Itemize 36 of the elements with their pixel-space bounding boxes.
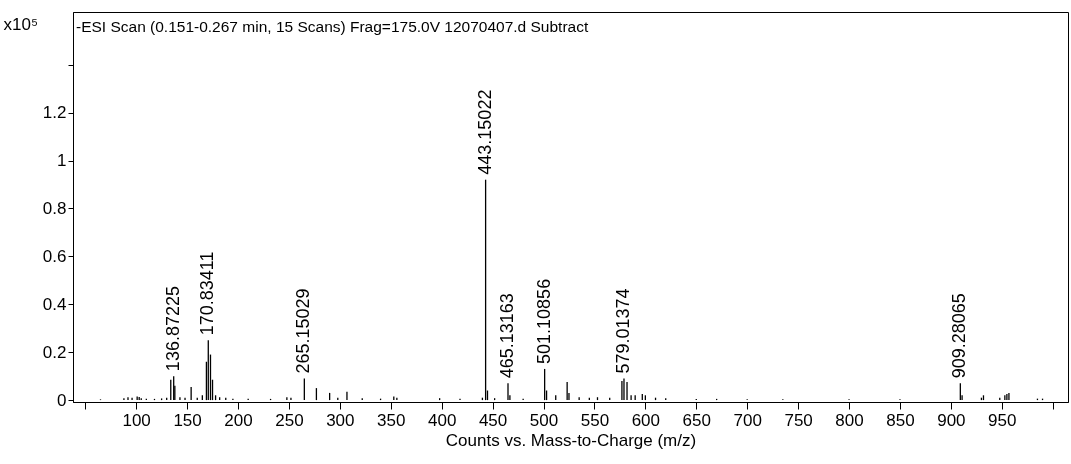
x-tick-label: 550 [580, 410, 610, 430]
x-tick-label: 850 [886, 410, 915, 430]
x-tick-label: 800 [835, 410, 864, 430]
x-tick-label: 700 [733, 410, 762, 430]
x-tick-label: 500 [529, 410, 559, 430]
annotation: 501.10856 [533, 278, 554, 364]
x-tick-label: 450 [478, 410, 508, 430]
annotation: 170.83411 [197, 251, 218, 336]
y-tick-label: 1.2 [42, 103, 67, 123]
x-tick-label: 950 [988, 410, 1017, 430]
x-tick-label: 400 [427, 410, 457, 430]
y-tick-label: 0 [57, 390, 67, 410]
y-tick-label: 0.4 [42, 294, 67, 314]
annotation: 265.15029 [293, 288, 314, 374]
annotation: 465.13163 [497, 293, 517, 379]
annotation: 909.28065 [949, 293, 970, 379]
x-tick-label: 750 [784, 410, 813, 430]
x-tick-label: 250 [275, 410, 304, 430]
x-tick-label: 650 [682, 410, 711, 430]
x-tick-label: 200 [224, 410, 253, 430]
x-tick-label: 100 [122, 410, 151, 430]
annotation: 443.15022 [474, 89, 495, 175]
x-tick-label: 600 [631, 410, 661, 430]
x-tick-label: 150 [173, 410, 202, 430]
y-tick-label: 0.6 [42, 246, 67, 266]
x-tick-label: 300 [326, 410, 355, 430]
y-tick-label: 0.2 [42, 342, 67, 362]
annotation: 579.01374 [612, 288, 633, 374]
annotation: 136.87225 [162, 286, 183, 372]
chart-title: -ESI Scan (0.151-0.267 min, 15 Scans) Frag=175.0V 12070407.d Subtract [76, 18, 589, 35]
x-tick-label: 900 [937, 410, 966, 430]
y-tick-label: 1 [57, 151, 67, 171]
y-axis-title: x10⁵ [3, 14, 38, 34]
x-axis-title: Counts vs. Mass-to-Charge (m/z) [445, 430, 697, 450]
y-tick-label: 0.8 [42, 198, 67, 218]
x-tick-label: 350 [377, 410, 406, 430]
